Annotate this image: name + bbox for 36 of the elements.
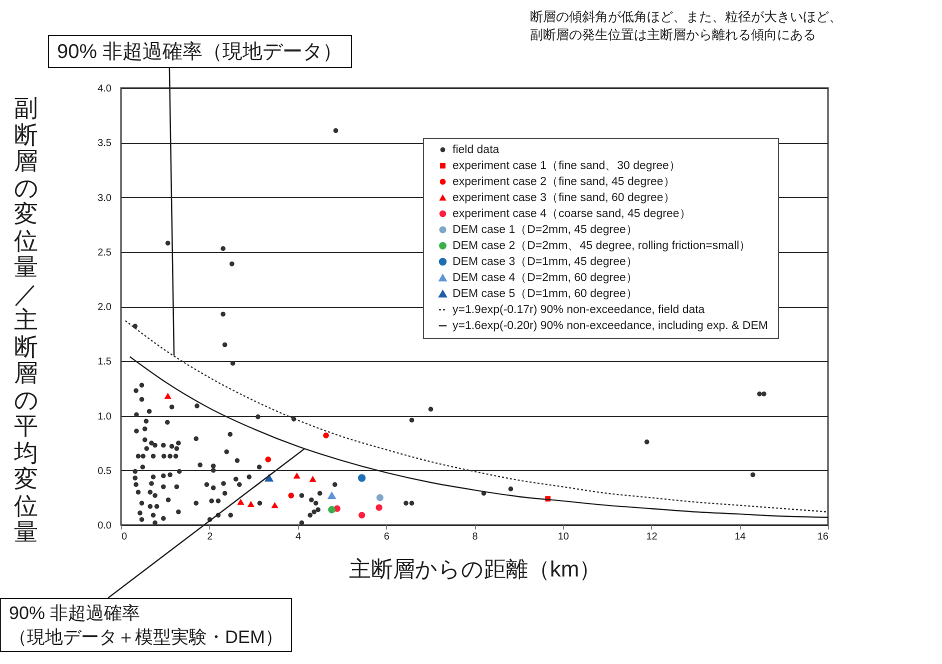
legend-label: experiment case 4（coarse sand, 45 degree） <box>452 208 692 220</box>
y-tick-label: 2.5 <box>98 247 112 258</box>
legend-label: experiment case 2（fine sand, 45 degree） <box>452 176 676 188</box>
legend-label: experiment case 3（fine sand, 60 degree） <box>452 192 676 204</box>
x-tick-label: 12 <box>646 532 658 542</box>
legend-label: DEM case 2（D=2mm、45 degree, rolling friction=small） <box>452 240 752 252</box>
legend-label: experiment case 1（fine sand、30 degree） <box>452 160 681 172</box>
x-tick-label: 16 <box>817 532 829 542</box>
legend-label: field data <box>452 144 500 156</box>
x-axis-title: 主断層からの距離（km） <box>348 556 602 582</box>
legend-label: DEM case 5（D=1mm, 60 degree） <box>452 288 638 300</box>
text: 副断層の変位量／主断層の平均変位量 <box>14 95 39 546</box>
legend-label: DEM case 3（D=1mm, 45 degree） <box>452 256 638 268</box>
y-tick-label: 3.5 <box>98 138 112 150</box>
y-tick-label: 1.5 <box>98 356 112 368</box>
y-tick-label: 1.0 <box>98 411 112 422</box>
annotation: 90% 非超過確率（現地データ） <box>48 35 352 68</box>
text: 副断層の発生位置は主断層から離れる傾向にある <box>530 26 816 44</box>
text: 断層の傾斜角が低角ほど、また、粒径が大きいほど、 <box>530 8 842 26</box>
x-tick-label: 6 <box>384 532 390 542</box>
y-tick-label: 0.0 <box>98 520 112 532</box>
x-tick-label: 10 <box>558 532 570 542</box>
y-tick-label: 0.5 <box>98 466 112 477</box>
legend-label: y=1.6exp(-0.20r) 90% non-exceedance, including exp. & DEM <box>452 320 768 332</box>
y-tick-label: 3.0 <box>98 192 112 204</box>
x-tick-label: 4 <box>295 532 302 542</box>
x-tick-label: 0 <box>122 532 128 542</box>
legend-label: DEM case 1（D=2mm, 45 degree） <box>452 224 638 236</box>
y-tick-label: 2.0 <box>98 302 112 313</box>
legend-label: y=1.9exp(-0.17r) 90% non-exceedance, field data <box>452 304 706 316</box>
y-tick-label: 4.0 <box>98 84 112 94</box>
x-tick-label: 2 <box>207 532 214 542</box>
x-tick-label: 14 <box>734 532 746 542</box>
legend-label: DEM case 4（D=2mm, 60 degree） <box>452 272 638 284</box>
x-tick-label: 8 <box>472 532 478 542</box>
annotation: 90% 非超過確率（現地データ＋模型実験・DEM） <box>9 602 283 649</box>
